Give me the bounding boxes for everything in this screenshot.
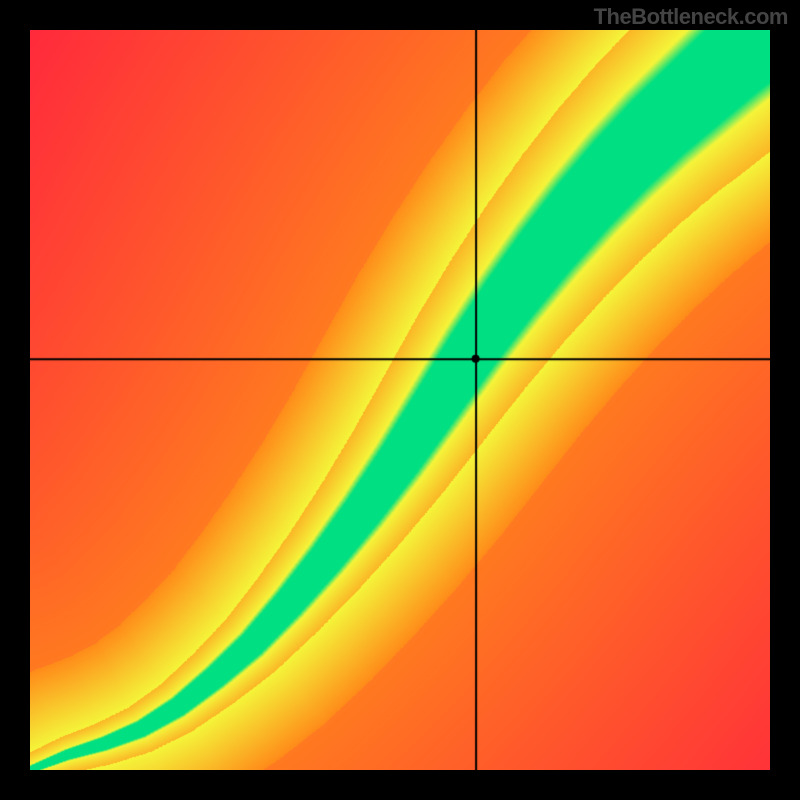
bottleneck-heatmap: [30, 30, 770, 770]
watermark-text: TheBottleneck.com: [594, 4, 788, 30]
